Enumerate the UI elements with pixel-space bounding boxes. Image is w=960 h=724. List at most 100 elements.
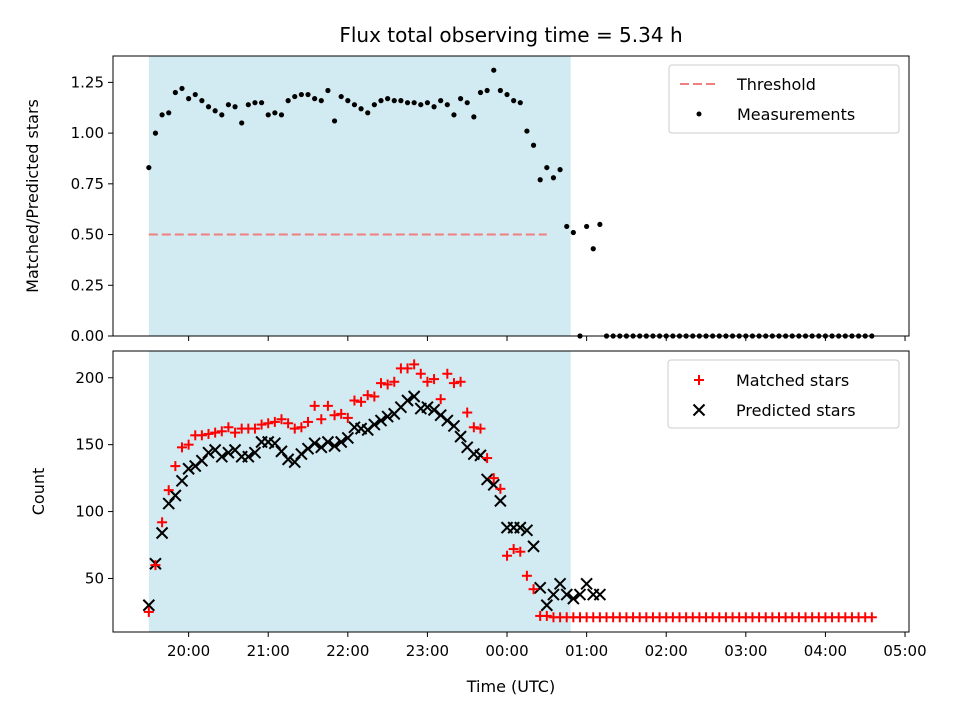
measurement-point (365, 110, 371, 116)
predicted-stars-point (341, 431, 355, 445)
ratio-legend: Threshold Measurements (668, 64, 900, 134)
measurement-point (278, 112, 285, 118)
matched-stars-point (223, 422, 234, 433)
measurement-point (597, 221, 603, 228)
matched-stars-point (468, 422, 479, 433)
measurement-point (186, 96, 192, 102)
measurement-point (172, 89, 178, 96)
count-y-tick-label: 100 (75, 503, 104, 521)
predicted-stars-point (155, 526, 169, 540)
matched-stars-point (143, 606, 154, 617)
predicted-stars-point (514, 521, 527, 534)
ratio-panel: 0.00 0.25 0.50 0.75 1.00 1.25 Flux total obse… (23, 23, 910, 345)
measurement-point (411, 100, 417, 106)
count-legend: Matched stars Predicted stars (667, 359, 900, 429)
predicted-stars-point (368, 418, 381, 431)
ratio-y-tick-label: 1.25 (71, 73, 104, 91)
predicted-stars-point (533, 581, 547, 595)
time-x-tick-label: 23:00 (406, 642, 449, 660)
legend-predicted-label: Predicted stars (736, 401, 856, 420)
matched-stars-point (309, 400, 320, 411)
measurement-point (385, 96, 391, 102)
measurement-point (292, 93, 298, 100)
matched-stars-point (342, 412, 353, 423)
measurement-point (285, 98, 291, 104)
matched-stars-point (495, 483, 506, 494)
count-y-tick-label: 50 (85, 569, 104, 587)
measurement-point (471, 114, 477, 120)
ratio-panel-frame (112, 55, 910, 337)
matched-stars-point (435, 394, 446, 405)
time-x-tick-label: 21:00 (247, 642, 290, 660)
predicted-stars-point (215, 450, 228, 463)
measurement-point (590, 246, 596, 252)
measurement-point (205, 104, 212, 110)
measurement-point (424, 100, 431, 106)
matched-stars-point (276, 414, 287, 425)
matched-stars-point (157, 517, 168, 528)
time-x-tick-label: 00:00 (485, 642, 528, 660)
measurement-point (298, 91, 304, 98)
measurement-point (212, 108, 218, 114)
predicted-stars-point (381, 410, 394, 423)
matched-stars-point (176, 442, 187, 453)
observing-window-shade (148, 351, 571, 632)
predicted-stars-point (222, 446, 235, 459)
predicted-stars-point (553, 577, 567, 591)
measurement-point (530, 142, 537, 148)
matched-stars-point (269, 416, 280, 427)
measurement-point (345, 98, 351, 104)
time-x-tick-label: 04:00 (804, 642, 847, 660)
matched-stars-point (296, 422, 307, 433)
measurement-point (358, 106, 364, 112)
measurement-point (258, 100, 265, 106)
matched-stars-point (382, 379, 393, 390)
measurement-point (418, 102, 424, 108)
measurement-point (225, 102, 232, 108)
matched-stars-point (521, 570, 532, 581)
predicted-stars-point (407, 390, 421, 403)
measurement-point (159, 112, 165, 118)
measurement-point (272, 110, 278, 116)
legend-threshold-label: Threshold (736, 75, 816, 94)
matched-stars-point (422, 376, 433, 387)
time-x-tick-label: 05:00 (883, 642, 926, 660)
measurement-point (497, 87, 503, 94)
matched-stars-point (196, 430, 207, 441)
matched-stars-point (249, 423, 260, 434)
matched-stars-point (303, 416, 314, 427)
matched-stars-point (170, 461, 181, 472)
ratio-y-tick-label: 0.25 (71, 276, 104, 294)
matched-stars-point (210, 427, 221, 438)
measurement-point (438, 98, 444, 104)
predicted-stars-point (169, 489, 182, 502)
ratio-legend-box (668, 64, 900, 134)
matched-stars-point (488, 473, 499, 484)
predicted-stars-point (248, 446, 262, 459)
matched-stars-point (475, 423, 486, 434)
measurement-point (404, 100, 411, 106)
legend-measurements-swatch (696, 111, 702, 117)
measurement-point (464, 100, 470, 106)
measurement-point (517, 100, 523, 106)
matched-stars-point (263, 418, 274, 429)
time-x-tick-label: 02:00 (645, 642, 688, 660)
matched-stars-point (216, 426, 227, 437)
measurement-point (199, 98, 205, 104)
measurement-point (451, 112, 457, 118)
predicted-stars-point (421, 400, 434, 414)
matched-stars-point (415, 368, 426, 379)
count-y-axis-label: Count (29, 468, 48, 516)
measurement-point (511, 98, 517, 104)
predicted-stars-point (454, 430, 467, 443)
measurement-point (537, 177, 543, 183)
count-panel-frame (112, 350, 910, 633)
matched-stars-point (356, 396, 367, 407)
measurement-point (192, 91, 198, 98)
predicted-stars-point (175, 474, 189, 488)
ratio-y-tick-label: 1.00 (71, 124, 104, 142)
measurement-point (550, 175, 557, 181)
measurement-point (252, 100, 258, 106)
measurement-point (318, 98, 324, 104)
measurement-point (146, 164, 152, 171)
